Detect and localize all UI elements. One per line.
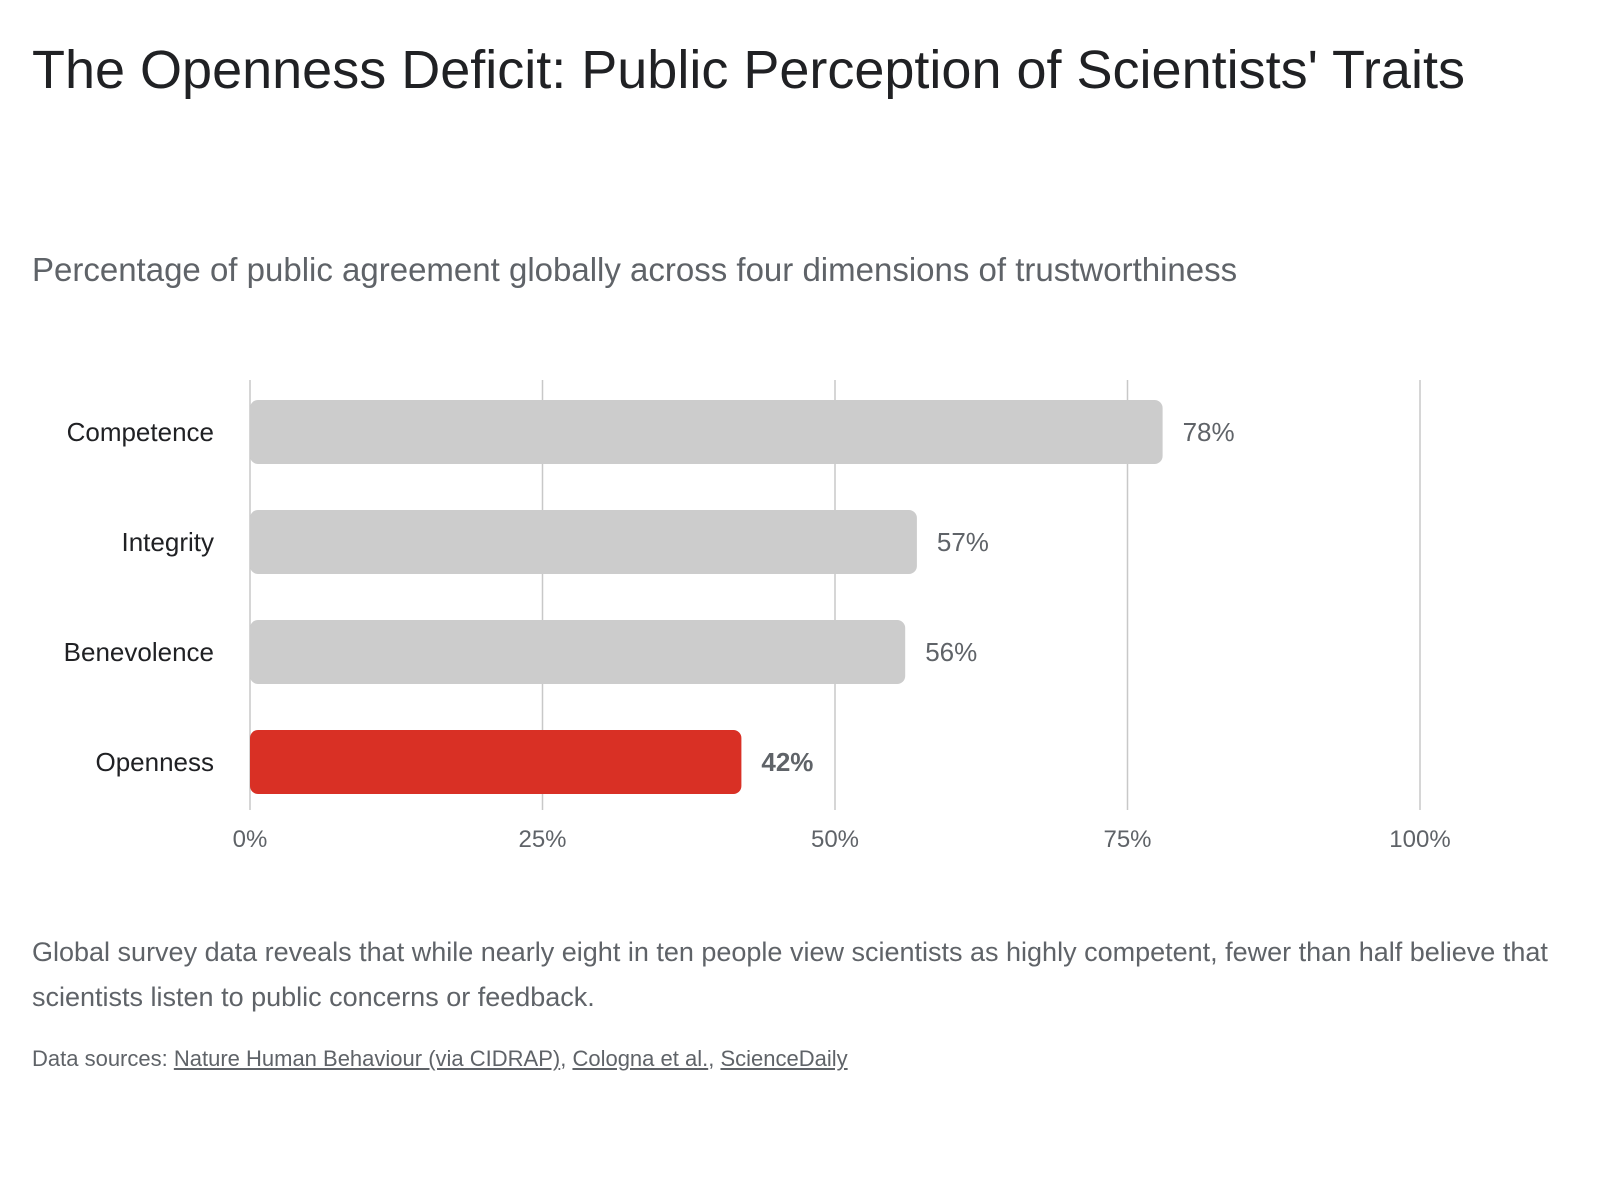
labels: 0% 25% 50% 75% 100% Competence 78% Integrity 57%… bbox=[64, 417, 1451, 853]
value-label: 57% bbox=[937, 527, 989, 557]
category-label: Openness bbox=[95, 747, 214, 777]
bar-openness bbox=[250, 730, 742, 794]
chart-caption: Global survey data reveals that while ne… bbox=[32, 937, 1548, 1012]
x-tick-label: 75% bbox=[1103, 826, 1151, 853]
chart-subtitle: Percentage of public agreement globally … bbox=[32, 251, 1238, 288]
sources-separator: , bbox=[560, 1046, 573, 1071]
value-label: 78% bbox=[1183, 417, 1235, 447]
category-label: Benevolence bbox=[64, 637, 214, 667]
x-tick-label: 25% bbox=[518, 826, 566, 853]
x-tick-label: 50% bbox=[811, 826, 859, 853]
source-link-sciencedaily[interactable]: ScienceDaily bbox=[720, 1046, 848, 1071]
bar-chart: 0% 25% 50% 75% 100% Competence 78% Integrity 57%… bbox=[64, 380, 1451, 853]
bar-competence bbox=[250, 400, 1163, 464]
value-label: 56% bbox=[925, 637, 977, 667]
category-label: Competence bbox=[67, 417, 214, 447]
sources-separator: , bbox=[708, 1046, 721, 1071]
x-tick-label: 100% bbox=[1389, 826, 1450, 853]
category-label: Integrity bbox=[122, 527, 215, 557]
chart-title: The Openness Deficit: Public Perception … bbox=[32, 40, 1465, 100]
bar-integrity bbox=[250, 510, 917, 574]
sources-prefix: Data sources: bbox=[32, 1046, 174, 1071]
source-link-cologna[interactable]: Cologna et al. bbox=[572, 1046, 709, 1071]
bar-benevolence bbox=[250, 620, 906, 684]
data-sources: Data sources: Nature Human Behaviour (vi… bbox=[32, 1044, 1552, 1074]
value-label: 42% bbox=[761, 747, 813, 777]
x-tick-label: 0% bbox=[233, 826, 268, 853]
bars bbox=[250, 400, 1163, 794]
source-link-nature[interactable]: Nature Human Behaviour (via CIDRAP) bbox=[173, 1046, 561, 1071]
